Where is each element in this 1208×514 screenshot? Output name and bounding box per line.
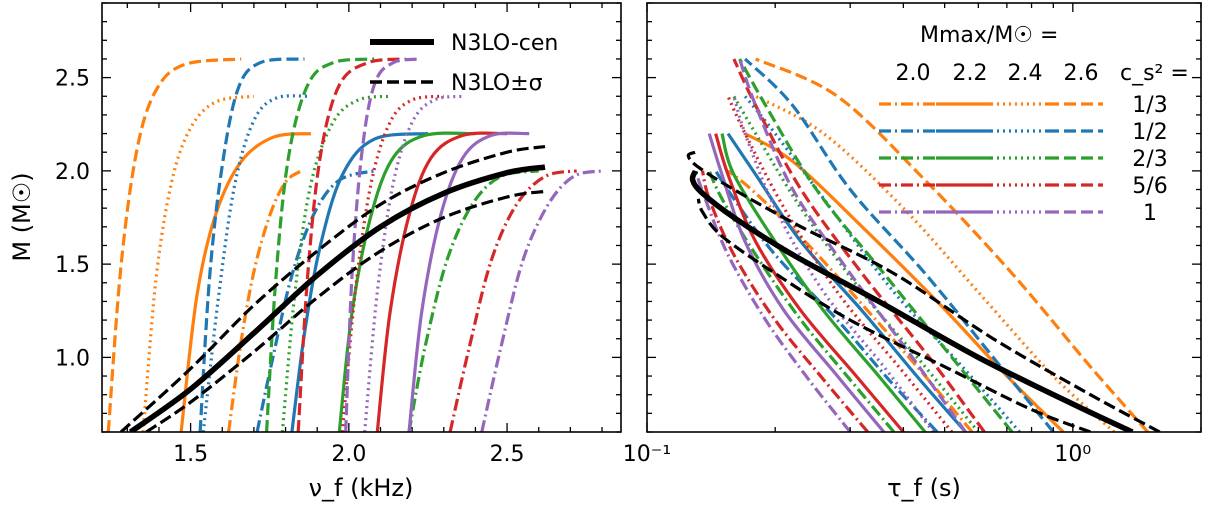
left-curve-cs2-2-3-mmax-2.2 (337, 131, 476, 432)
legend-title-mmax: Mmax/M☉ = (920, 23, 1058, 48)
legend-cs2-row-label: 1 (1143, 201, 1157, 226)
right-curve-cs2-1-3-mmax-2.6 (755, 57, 1150, 432)
left-axes-frame (101, 2, 622, 433)
left-curve-cs2-1-2-mmax-2.6 (198, 57, 305, 432)
right-curve-cs2-1-2-mmax-2.0 (714, 170, 939, 432)
left-curve-cs2-1-mmax-2.2 (407, 131, 530, 432)
right-curve-cs2-2-3-mmax-2.2 (720, 133, 927, 432)
right-curve-cs2-1-2-mmax-2.6 (743, 57, 1055, 432)
left-y-tick-label: 2.0 (55, 160, 90, 185)
legend-mmax-column-label: 2.2 (953, 61, 988, 86)
right-x-tick-label: 10⁻¹ (623, 442, 671, 467)
legend-cs2-row-label: 1/2 (1132, 120, 1167, 145)
legend-label-sigma: N3LO±σ (451, 71, 543, 96)
left-curve-cs2-1-2-mmax-2.2 (290, 132, 429, 432)
legend-mmax-column-label: 2.4 (1008, 61, 1043, 86)
left-curve-cs2-1-2-mmax-2.4 (201, 94, 311, 432)
right-curve-cs2-2-3-mmax-2.6 (738, 58, 1014, 432)
left-curve-cs2-5-6-mmax-2.0 (448, 169, 577, 432)
left-curve-n3lo-cen (128, 164, 546, 432)
right-x-tick-label: 10⁰ (1054, 442, 1091, 467)
left-y-tick-label: 1.5 (55, 253, 90, 278)
left-curve-n3lo-plus (119, 145, 546, 432)
left-curve-cs2-5-6-mmax-2.4 (340, 94, 444, 432)
left-x-tick-label: 2.0 (331, 442, 366, 467)
right-curve-n3lo-plus (686, 150, 1161, 432)
right-curve-cs2-2-3-mmax-2.4 (732, 95, 980, 432)
left-curve-cs2-1-mmax-2.4 (363, 94, 463, 432)
right-panel: 10⁻¹ 10⁰ τ_f (s) Mmax/M☉ = 2.0 2.2 2.4 2.6 c… (623, 2, 1202, 502)
right-curve-cs2-5-6-mmax-2.6 (732, 58, 986, 432)
right-curve-cs2-1-3-mmax-2.4 (754, 94, 1116, 432)
left-x-tick-label: 1.5 (173, 442, 208, 467)
right-curve-cs2-1-mmax-2.0 (693, 170, 852, 432)
left-curve-cs2-1-mmax-2.6 (344, 57, 422, 432)
left-y-tick-label: 1.0 (55, 346, 90, 371)
left-curve-cs2-1-3-mmax-2.0 (227, 169, 303, 432)
right-curve-cs2-1-mmax-2.2 (707, 133, 886, 432)
left-x-axis-label: ν_f (kHz) (309, 474, 414, 502)
legend-mmax-column-label: 2.0 (896, 61, 931, 86)
left-y-axis-label: M (M☉) (8, 172, 36, 261)
right-curve-cs2-5-6-mmax-2.2 (714, 133, 905, 432)
right-curve-n3lo-cen (689, 169, 1134, 432)
left-curve-cs2-5-6-mmax-2.2 (375, 131, 508, 432)
right-axes-frame (646, 2, 1202, 433)
right-curve-cs2-1-mmax-2.4 (732, 95, 935, 432)
left-curve-cs2-1-mmax-2.0 (480, 169, 603, 432)
left-curve-cs2-1-3-mmax-2.2 (179, 132, 312, 432)
left-curve-cs2-2-3-mmax-2.0 (407, 169, 539, 432)
left-y-tick-label: 2.5 (55, 67, 90, 92)
right-x-axis-label: τ_f (s) (887, 474, 961, 502)
right-curve-cs2-1-3-mmax-2.0 (727, 169, 974, 432)
left-panel: 1.0 1.5 2.0 2.5 1.5 2.0 2.5 ν_f (kHz) M (M☉) N… (8, 2, 622, 502)
right-curve-n3lo-minus (696, 198, 1091, 432)
legend-cs2-row-label: 1/3 (1132, 93, 1167, 118)
legend-cs2-row-label: 5/6 (1132, 174, 1167, 199)
left-legend: N3LO-cen N3LO±σ (370, 31, 558, 96)
right-curve-cs2-5-6-mmax-2.0 (700, 170, 870, 432)
legend-cs2-header: c_s² = (1120, 61, 1189, 86)
right-curve-cs2-2-3-mmax-2.0 (707, 170, 896, 432)
left-curve-cs2-2-3-mmax-2.6 (265, 57, 375, 432)
left-curve-cs2-2-3-mmax-2.4 (280, 94, 391, 432)
legend-mmax-column-label: 2.6 (1064, 61, 1099, 86)
legend-cs2-row-label: 2/3 (1132, 147, 1167, 172)
right-legend: Mmax/M☉ = 2.0 2.2 2.4 2.6 c_s² = 1/31/22/35… (879, 23, 1189, 226)
left-x-tick-label: 2.5 (490, 442, 525, 467)
left-curve-cs2-5-6-mmax-2.6 (296, 57, 406, 432)
left-curve-cs2-1-3-mmax-2.6 (106, 57, 242, 432)
legend-label-cen: N3LO-cen (451, 31, 558, 56)
